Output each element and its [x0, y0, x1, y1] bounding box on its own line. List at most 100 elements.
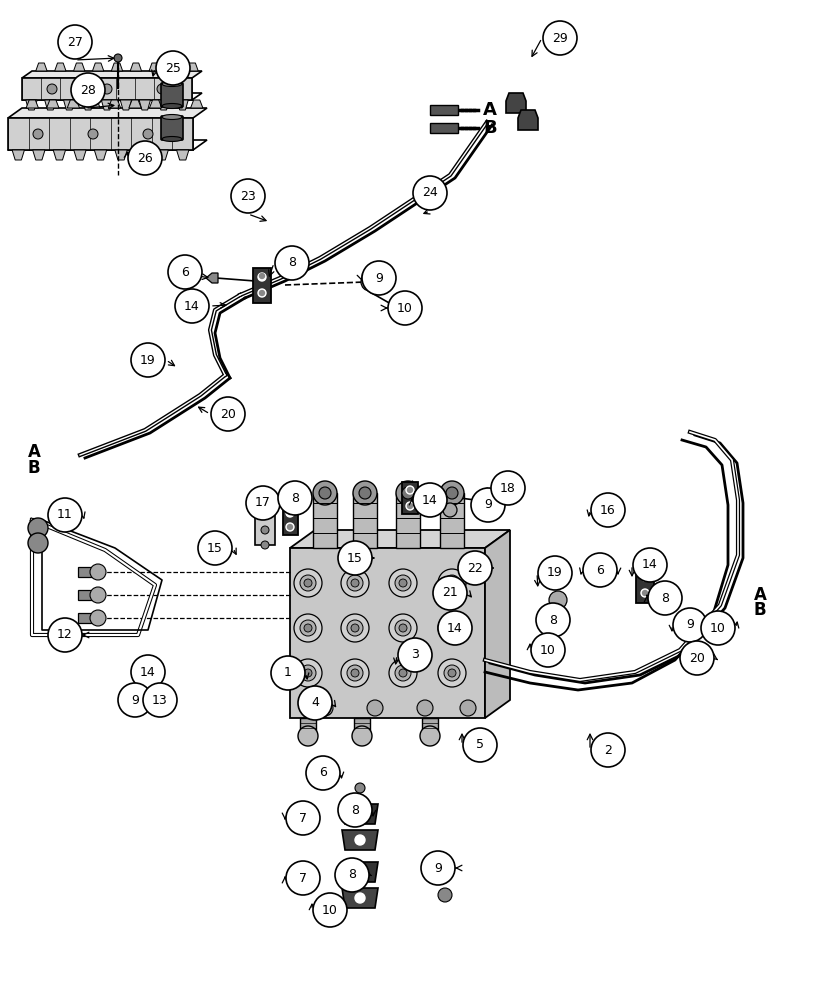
Text: 21: 21 [442, 586, 458, 599]
Circle shape [352, 726, 372, 746]
Circle shape [259, 273, 264, 278]
Circle shape [362, 261, 396, 295]
FancyBboxPatch shape [396, 493, 420, 548]
Circle shape [680, 641, 714, 675]
Circle shape [413, 176, 447, 210]
Circle shape [157, 84, 167, 94]
Circle shape [261, 511, 269, 519]
Circle shape [300, 575, 316, 591]
Circle shape [298, 686, 332, 720]
FancyBboxPatch shape [161, 116, 183, 140]
Circle shape [538, 556, 572, 590]
Circle shape [304, 579, 312, 587]
Text: B: B [28, 459, 40, 477]
Circle shape [438, 659, 466, 687]
Text: 9: 9 [131, 694, 139, 706]
Polygon shape [170, 100, 182, 108]
Circle shape [288, 524, 293, 530]
FancyBboxPatch shape [440, 493, 464, 548]
Circle shape [347, 665, 363, 681]
Circle shape [440, 481, 464, 505]
Polygon shape [67, 100, 79, 108]
Circle shape [399, 624, 407, 632]
Circle shape [395, 665, 411, 681]
Circle shape [58, 25, 92, 59]
Circle shape [258, 289, 266, 297]
Circle shape [298, 726, 318, 746]
Polygon shape [176, 150, 189, 160]
Circle shape [313, 481, 337, 505]
Text: 20: 20 [220, 408, 236, 420]
FancyBboxPatch shape [253, 268, 271, 303]
FancyBboxPatch shape [78, 590, 96, 600]
FancyBboxPatch shape [354, 718, 370, 736]
Circle shape [643, 590, 648, 595]
Circle shape [128, 141, 162, 175]
FancyBboxPatch shape [476, 494, 494, 504]
Polygon shape [290, 530, 510, 548]
Circle shape [347, 575, 363, 591]
FancyBboxPatch shape [402, 482, 418, 514]
Circle shape [28, 533, 48, 553]
Circle shape [355, 893, 365, 903]
Polygon shape [8, 118, 193, 150]
Circle shape [355, 783, 365, 793]
Circle shape [443, 503, 457, 517]
Circle shape [71, 73, 105, 107]
Circle shape [271, 656, 305, 690]
Polygon shape [342, 888, 378, 908]
Text: A: A [753, 586, 767, 604]
Circle shape [701, 611, 735, 645]
Text: 28: 28 [80, 84, 96, 97]
Text: 8: 8 [291, 491, 299, 504]
Circle shape [300, 620, 316, 636]
Circle shape [338, 541, 372, 575]
Circle shape [246, 486, 280, 520]
Text: 19: 19 [140, 354, 155, 366]
Polygon shape [129, 100, 141, 108]
Circle shape [429, 859, 447, 877]
Circle shape [156, 51, 190, 85]
Circle shape [175, 289, 209, 323]
Text: 15: 15 [347, 552, 363, 564]
Circle shape [438, 614, 466, 642]
Text: 15: 15 [207, 542, 223, 554]
Polygon shape [149, 63, 161, 71]
Circle shape [313, 893, 347, 927]
Polygon shape [342, 862, 378, 882]
Circle shape [399, 669, 407, 677]
Circle shape [355, 809, 365, 819]
Text: 1: 1 [284, 666, 292, 680]
Circle shape [143, 683, 177, 717]
Circle shape [351, 624, 359, 632]
Circle shape [90, 587, 106, 603]
Text: 8: 8 [348, 868, 356, 882]
Circle shape [395, 620, 411, 636]
Text: 8: 8 [661, 591, 669, 604]
Circle shape [351, 669, 359, 677]
Circle shape [304, 669, 312, 677]
Circle shape [353, 481, 377, 505]
Circle shape [641, 573, 649, 581]
Polygon shape [111, 63, 123, 71]
FancyBboxPatch shape [313, 493, 337, 548]
Text: 8: 8 [351, 804, 359, 816]
Polygon shape [158, 100, 170, 110]
Text: 2: 2 [604, 744, 612, 756]
Circle shape [448, 579, 456, 587]
Text: 6: 6 [181, 265, 189, 278]
Circle shape [444, 620, 460, 636]
Circle shape [399, 579, 407, 587]
Polygon shape [83, 100, 94, 110]
Circle shape [398, 638, 432, 672]
Polygon shape [93, 63, 104, 71]
Circle shape [90, 564, 106, 580]
FancyBboxPatch shape [422, 718, 438, 736]
Polygon shape [8, 108, 207, 118]
Circle shape [389, 569, 417, 597]
Polygon shape [64, 100, 75, 110]
Circle shape [258, 273, 266, 281]
Text: 25: 25 [165, 62, 181, 75]
Polygon shape [120, 100, 131, 110]
Circle shape [259, 290, 264, 296]
